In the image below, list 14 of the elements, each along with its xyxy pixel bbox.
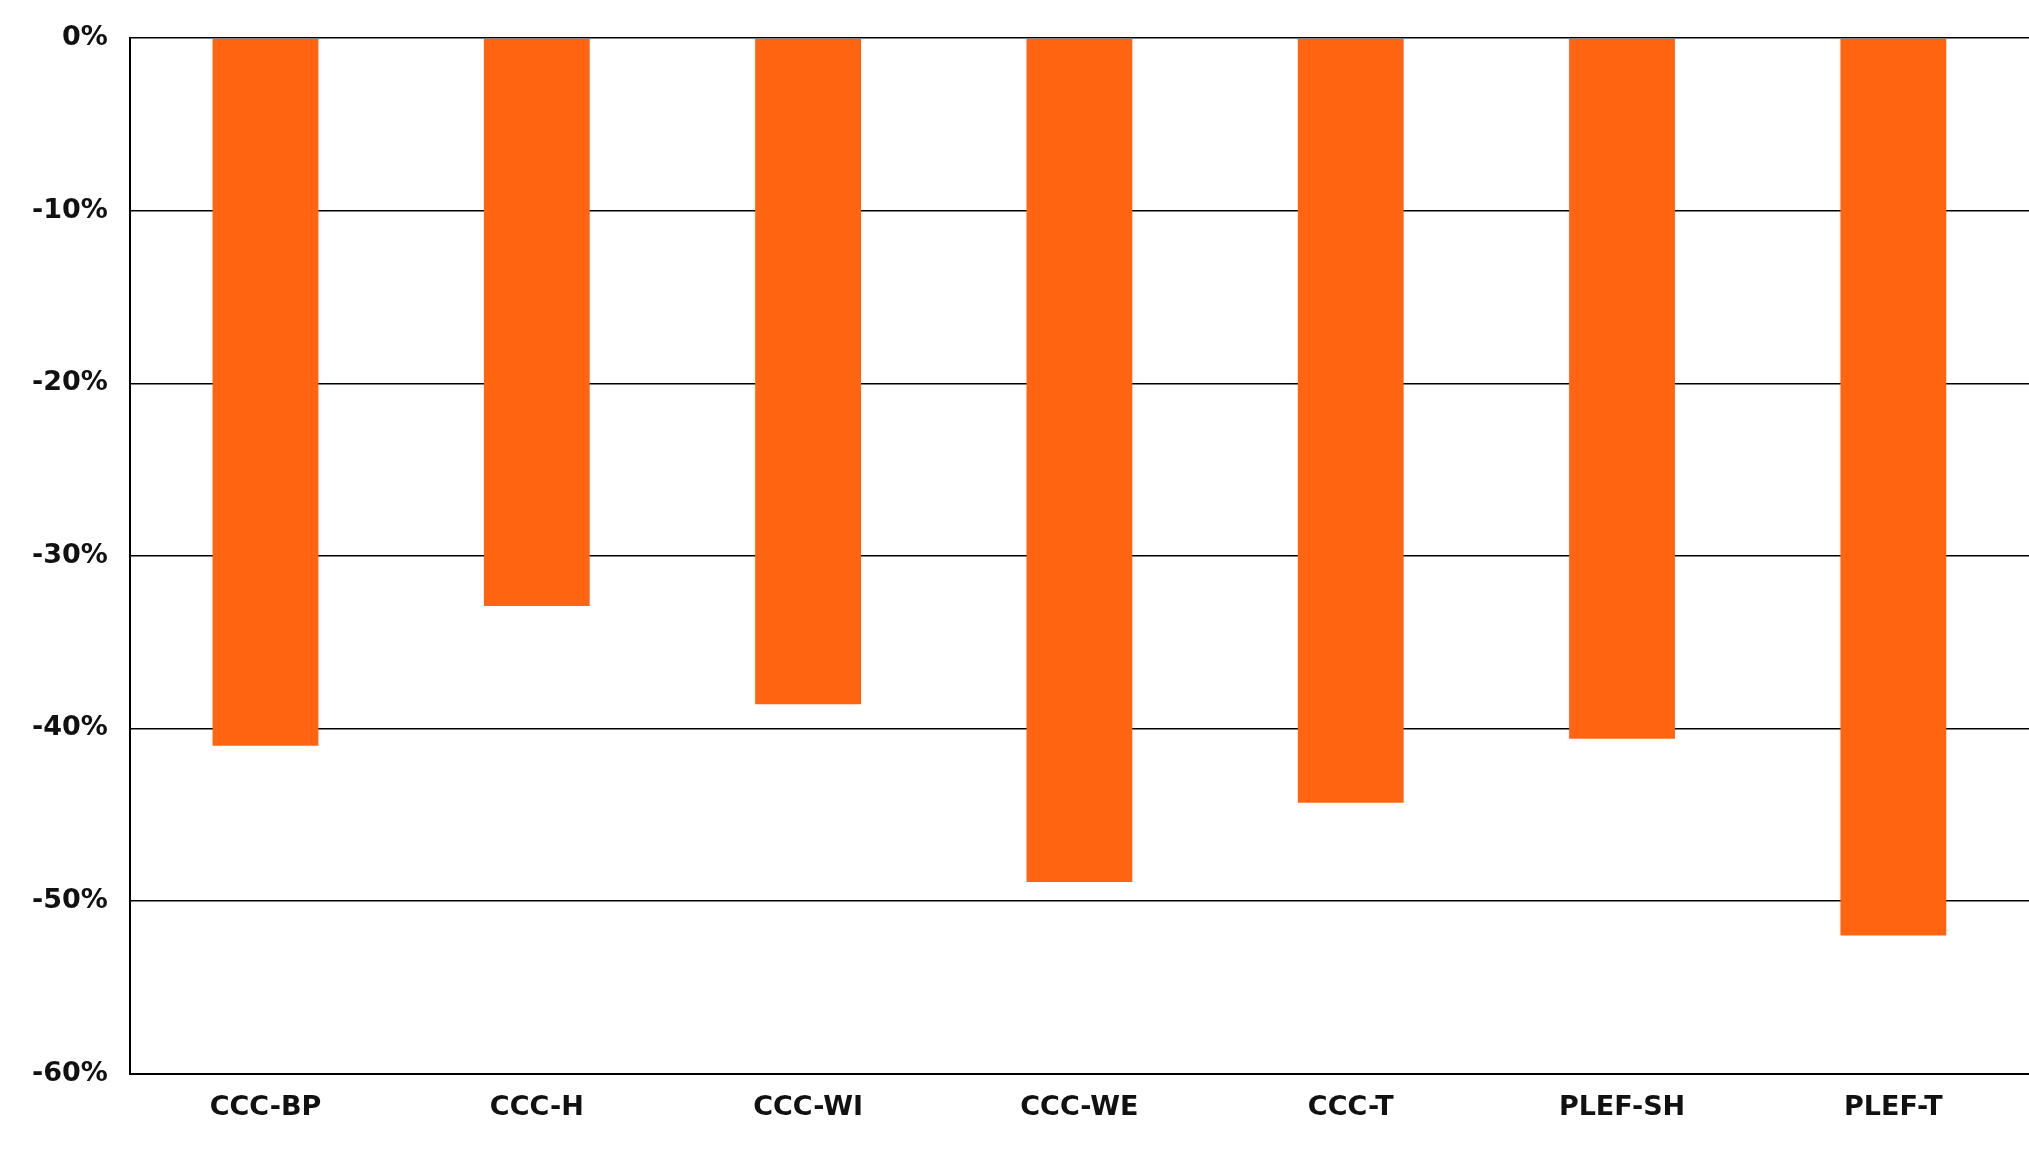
x-tick-label: PLEF-T (1843, 1089, 1944, 1121)
x-tick-label: CCC-H (489, 1089, 584, 1121)
x-tick-label: CCC-WE (1020, 1089, 1139, 1121)
y-tick-label: -40% (31, 710, 108, 742)
x-tick-label: CCC-WI (753, 1089, 864, 1121)
x-tick-label: CCC-T (1307, 1089, 1395, 1121)
y-tick-label: -20% (31, 365, 108, 397)
y-tick-label: -50% (31, 883, 108, 915)
y-tick-label: -10% (31, 192, 108, 224)
x-tick-label: PLEF-SH (1558, 1089, 1686, 1121)
y-tick-label: 0% (61, 20, 108, 52)
y-tick-label: -60% (31, 1055, 108, 1087)
y-tick-label: -30% (31, 537, 108, 569)
x-tick-label: CCC-BP (209, 1089, 322, 1121)
